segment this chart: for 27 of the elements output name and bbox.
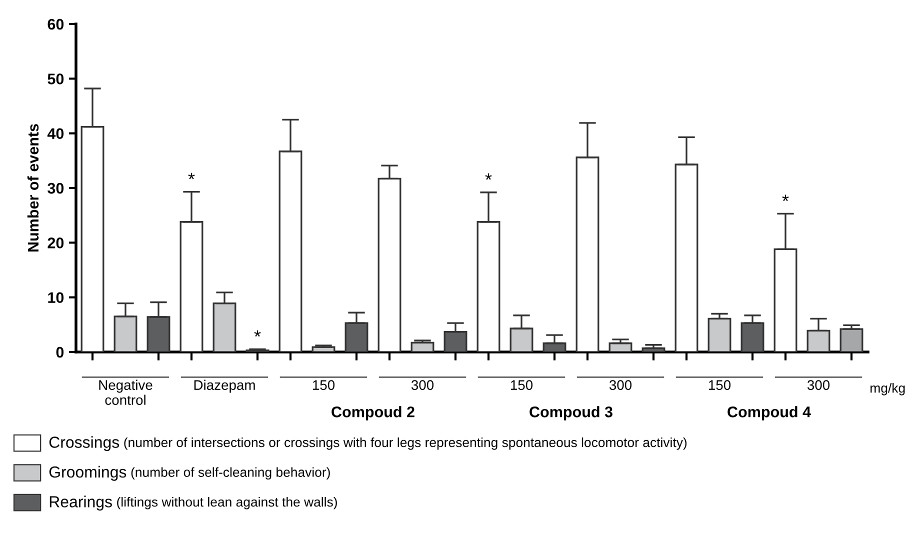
y-axis-title: Number of events (27, 124, 39, 252)
text: Compoud 3 (530, 406, 612, 420)
x-tick-label: 300 (411, 380, 434, 390)
text: Compoud 2 (332, 406, 414, 420)
y-tick-label: 40 (47, 128, 64, 140)
x-tick-label: 150 (510, 380, 533, 390)
x-tick-label: 150 (312, 380, 335, 390)
y-tick-label: 30 (48, 182, 64, 194)
data-label: * (485, 173, 492, 180)
data-label: * (188, 172, 195, 180)
text: mg/kg (870, 383, 905, 396)
x-tick-label: Diazepam (194, 380, 255, 393)
text: Compoud 4 (728, 406, 811, 420)
x-tick-label: 150 (708, 380, 731, 390)
y-tick-label: 20 (48, 238, 64, 248)
data-label: * (782, 194, 789, 202)
x-tick-label: 300 (609, 380, 632, 390)
y-tick-label: 0 (56, 346, 64, 358)
legend-label: Groomings (number of self-cleaning behavior) (49, 466, 330, 481)
y-tick-label: 60 (48, 18, 64, 30)
x-tick-label: 300 (807, 380, 830, 390)
y-tick-label: 10 (48, 292, 64, 304)
legend-label: Rearings (liftings without lean against the walls) (50, 496, 337, 511)
x-tick-label: Negative control (99, 380, 152, 405)
y-tick-label: 50 (48, 74, 64, 84)
legend-label: Crossings (number of intersections or crossings with four legs representing spontaneous locomotor activity) (49, 436, 687, 452)
data-label: * (254, 330, 261, 337)
